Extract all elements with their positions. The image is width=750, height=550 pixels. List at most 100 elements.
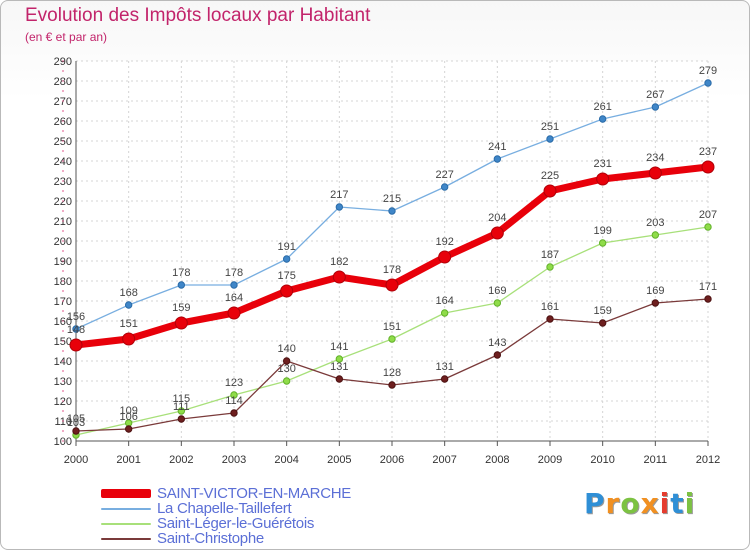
data-point [546,315,554,323]
data-label: 204 [488,212,506,224]
data-label: 131 [330,361,348,373]
y-tick-label: 250 [54,136,72,148]
y-tick-label: 170 [54,296,72,308]
data-label: 217 [330,189,348,201]
data-point [388,335,396,343]
data-label: 251 [541,121,559,133]
x-tick-label: 2004 [274,454,298,466]
data-point [124,425,133,433]
logo-letter: i [684,487,696,520]
data-point [124,301,133,309]
data-label: 169 [646,285,664,297]
data-label: 241 [488,141,506,153]
data-label: 234 [646,152,664,164]
data-label: 182 [330,256,348,268]
x-tick-label: 2006 [380,454,404,466]
data-point [546,263,554,271]
data-point [493,299,502,307]
legend-swatch-la-chapelle [101,507,151,510]
data-point [122,332,136,346]
y-tick-label: 280 [54,76,72,88]
data-label: 151 [119,318,137,330]
data-label: 128 [383,367,401,379]
data-label: 168 [119,287,137,299]
data-point [69,338,83,352]
legend-item-saint-christophe: Saint-Christophe [101,530,351,547]
x-tick-label: 2000 [64,454,88,466]
y-tick-label: 220 [54,196,72,208]
data-point [648,166,662,180]
x-tick-label: 2008 [485,454,509,466]
chart-title: Evolution des Impôts locaux par Habitant [25,5,371,26]
y-tick-label: 290 [54,56,72,68]
data-point [651,231,660,239]
data-label: 164 [225,292,243,304]
data-label: 237 [699,146,717,158]
data-point [177,415,186,423]
legend-swatch-saint-leger [101,522,151,525]
x-tick-label: 2010 [590,454,614,466]
data-label: 207 [699,209,717,221]
data-point [280,284,294,298]
legend-item-saint-leger: Saint-Léger-le-Guérétois [101,515,351,532]
data-label: 105 [67,413,85,425]
data-point [72,427,80,435]
y-tick-label: 270 [54,96,72,108]
x-tick-label: 2003 [222,454,246,466]
x-tick-label: 2007 [432,454,456,466]
logo-letter: o [620,487,641,520]
x-tick-label: 2001 [116,454,140,466]
data-label: 123 [225,377,243,389]
data-point [388,381,396,389]
series-saint-victor-en-marche: 148 151 159 164 175 182 178 192 204 225 231 234 237 [67,146,717,352]
data-label: 199 [593,225,611,237]
data-point [651,103,660,111]
data-label: 115 [173,393,191,405]
legend-swatch-saint-christophe [101,537,151,540]
x-tick-label: 2005 [327,454,351,466]
y-tick-label: 190 [54,256,72,268]
data-label: 159 [172,302,190,314]
data-label: 171 [699,281,717,293]
logo-letter: x [640,487,660,520]
x-tick-label: 2002 [169,454,193,466]
y-tick-label: 200 [54,236,72,248]
data-point [230,391,238,399]
data-label: 267 [646,89,664,101]
y-tick-label: 150 [54,336,72,348]
legend-swatch-saint-victor [101,489,151,498]
data-label: 111 [173,401,190,413]
data-point [598,319,607,327]
data-point [704,79,712,87]
data-label: 156 [67,311,85,323]
logo-letter: P [584,487,606,520]
series-la-chapelle-taillefert: 156 168 178 178 191 217 215 227 241 251 261 267 279 [67,65,717,333]
logo-letter: t [670,487,685,520]
data-point [546,135,554,143]
y-tick-label: 210 [54,216,72,228]
data-point [493,351,502,359]
legend-item-saint-victor: SAINT-VICTOR-EN-MARCHE [101,485,351,502]
legend-item-la-chapelle: La Chapelle-Taillefert [101,500,351,517]
data-label: 148 [67,324,85,336]
data-point [282,357,291,365]
data-label: 114 [225,395,243,407]
y-tick-label: 230 [54,176,72,188]
data-point [177,281,186,289]
data-point [596,172,610,186]
data-label: 279 [699,65,717,77]
data-label: 159 [593,305,611,317]
data-label: 140 [277,343,295,355]
data-label: 187 [541,249,559,261]
data-point [701,160,715,174]
proxiti-logo: Proxiti [584,487,695,520]
data-point [598,239,607,247]
y-tick-label: 180 [54,276,72,288]
y-tick-label: 120 [54,396,72,408]
data-point [230,409,238,417]
data-label: 192 [435,236,453,248]
chart-subtitle: (en € et par an) [25,30,108,44]
